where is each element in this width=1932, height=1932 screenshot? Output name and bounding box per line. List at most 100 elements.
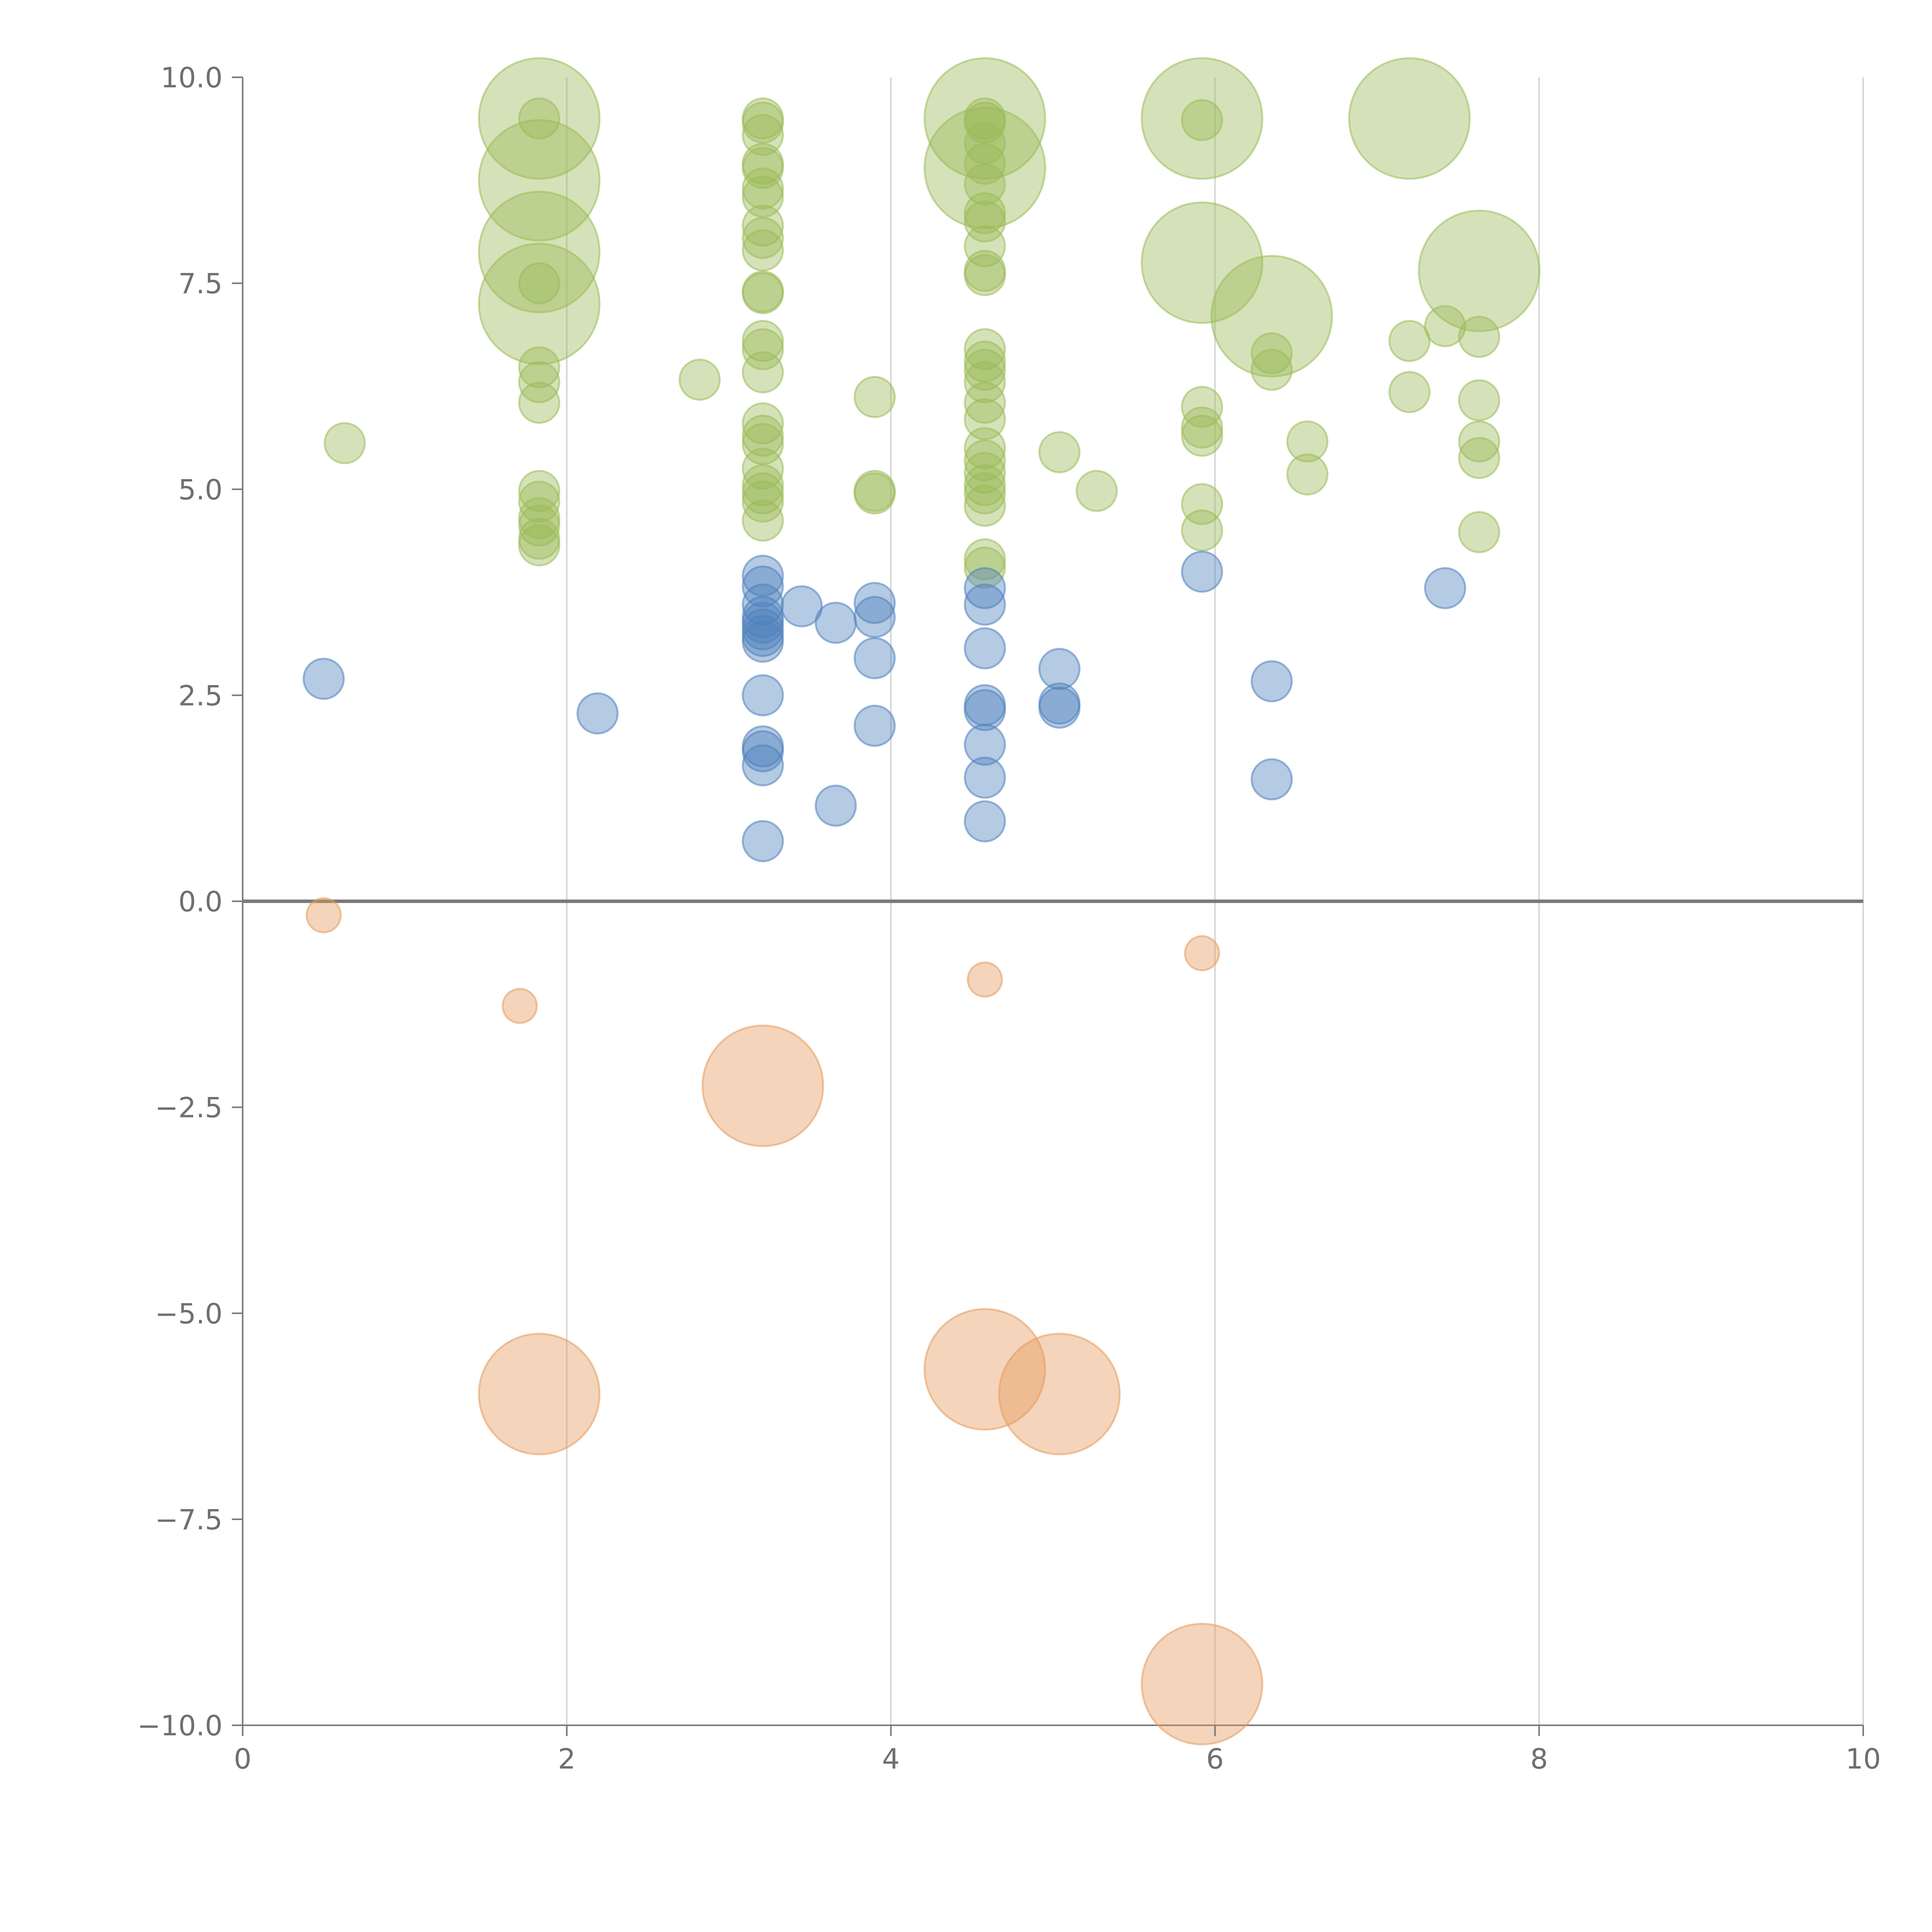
bubble-blue-35 bbox=[1250, 758, 1293, 801]
bubble-green-59 bbox=[964, 381, 1006, 424]
bubble-green-89 bbox=[1458, 316, 1500, 358]
bubble-green-77 bbox=[1181, 483, 1223, 526]
y-tick-label: −10.0 bbox=[137, 1709, 223, 1742]
bubble-green-34 bbox=[742, 423, 784, 465]
bubble-green-26 bbox=[742, 229, 784, 272]
bubble-green-84 bbox=[1348, 57, 1471, 180]
x-tick-label: 6 bbox=[1206, 1743, 1224, 1775]
y-tick-label: 0.0 bbox=[178, 886, 223, 918]
bubble-blue-34 bbox=[1250, 660, 1293, 702]
x-tick-label: 2 bbox=[558, 1743, 576, 1775]
bubble-green-92 bbox=[1458, 437, 1500, 479]
bubble-green-25 bbox=[742, 217, 784, 259]
bubble-green-11 bbox=[518, 480, 561, 523]
bubble-green-71 bbox=[1141, 57, 1264, 180]
bubble-orange-8 bbox=[1141, 1622, 1264, 1745]
bubble-blue-10 bbox=[742, 674, 784, 716]
bubble-blue-12 bbox=[742, 730, 784, 772]
bubble-blue-18 bbox=[854, 582, 896, 624]
bubble-green-76 bbox=[1181, 415, 1223, 457]
bubble-green-2 bbox=[518, 97, 561, 140]
bubble-green-90 bbox=[1458, 379, 1500, 422]
bubble-blue-14 bbox=[742, 820, 784, 862]
bubble-green-4 bbox=[478, 190, 601, 313]
bubble-green-3 bbox=[478, 119, 601, 242]
bubble-blue-13 bbox=[742, 744, 784, 787]
bubble-orange-6 bbox=[998, 1333, 1121, 1456]
bubble-green-44 bbox=[923, 107, 1046, 230]
bubble-green-69 bbox=[1038, 431, 1081, 473]
bubble-green-35 bbox=[742, 447, 784, 490]
bubble-blue-2 bbox=[742, 554, 784, 597]
bubble-blue-17 bbox=[815, 784, 857, 827]
bubble-green-31 bbox=[742, 351, 784, 393]
bubble-green-70 bbox=[1075, 470, 1118, 512]
bubble-green-19 bbox=[742, 114, 784, 156]
bubble-green-61 bbox=[964, 427, 1006, 469]
bubble-blue-9 bbox=[742, 621, 784, 663]
x-tick-label: 0 bbox=[234, 1743, 252, 1775]
bubble-orange-2 bbox=[478, 1333, 601, 1456]
bubble-blue-4 bbox=[742, 583, 784, 626]
bubble-green-49 bbox=[964, 163, 1006, 206]
bubble-green-18 bbox=[742, 101, 784, 144]
bubble-blue-22 bbox=[964, 567, 1006, 609]
x-tick-label: 10 bbox=[1845, 1743, 1881, 1775]
bubble-orange-3 bbox=[701, 1024, 824, 1147]
bubble-green-1 bbox=[478, 57, 601, 180]
y-tick-label: −2.5 bbox=[155, 1092, 223, 1124]
bubble-green-38 bbox=[742, 480, 784, 523]
bubble-blue-3 bbox=[742, 565, 784, 608]
y-tick-label: −5.0 bbox=[155, 1298, 223, 1330]
x-tick-label: 4 bbox=[882, 1743, 900, 1775]
y-tick-label: 5.0 bbox=[178, 473, 223, 506]
bubble-green-93 bbox=[1458, 511, 1500, 553]
bubble-green-91 bbox=[1458, 420, 1500, 463]
bubble-blue-29 bbox=[964, 800, 1006, 843]
bubble-green-28 bbox=[742, 272, 784, 315]
bubble-green-60 bbox=[964, 398, 1006, 440]
bubble-blue-23 bbox=[964, 583, 1006, 626]
bubble-green-7 bbox=[518, 346, 561, 389]
bubble-blue-26 bbox=[964, 689, 1006, 731]
bubble-blue-24 bbox=[964, 627, 1006, 670]
bubble-green-79 bbox=[1210, 255, 1333, 378]
bubble-green-83 bbox=[1286, 453, 1328, 496]
bubble-green-72 bbox=[1181, 99, 1223, 141]
bubble-green-51 bbox=[964, 200, 1006, 243]
bubble-blue-27 bbox=[964, 723, 1006, 766]
bubble-orange-4 bbox=[967, 961, 1003, 998]
bubble-green-0 bbox=[323, 422, 366, 464]
bubble-green-85 bbox=[1388, 320, 1431, 362]
bubble-green-40 bbox=[854, 376, 896, 418]
bubble-blue-36 bbox=[1424, 567, 1466, 609]
bubble-green-73 bbox=[1141, 201, 1264, 324]
bubble-blue-19 bbox=[854, 596, 896, 638]
bubble-green-24 bbox=[742, 204, 784, 247]
y-tick-label: −7.5 bbox=[155, 1503, 223, 1536]
bubble-green-86 bbox=[1388, 371, 1431, 413]
bubble-blue-33 bbox=[1181, 551, 1223, 593]
bubble-green-81 bbox=[1250, 349, 1293, 391]
bubbles bbox=[303, 57, 1541, 1745]
bubble-green-57 bbox=[964, 349, 1006, 391]
bubble-blue-15 bbox=[781, 585, 823, 628]
bubble-green-42 bbox=[854, 472, 896, 515]
y-tick-label: 7.5 bbox=[178, 267, 223, 300]
bubble-blue-20 bbox=[854, 637, 896, 679]
bubble-green-16 bbox=[679, 359, 721, 401]
tick-labels: 0 2 4 6 8 10 10.0 7.5 5.0 2.5 0.0 −2.5 −5.0 −7.5 −10.0 bbox=[137, 61, 1881, 1775]
bubble-green-23 bbox=[742, 175, 784, 218]
bubble-green-54 bbox=[964, 254, 1006, 296]
bubble-orange-5 bbox=[923, 1308, 1046, 1431]
bubble-blue-16 bbox=[815, 602, 857, 644]
bubble-green-43 bbox=[923, 57, 1046, 180]
bubble-green-9 bbox=[518, 381, 561, 424]
bubble-green-78 bbox=[1181, 509, 1223, 552]
bubble-green-62 bbox=[964, 439, 1006, 482]
bubble-green-15 bbox=[518, 524, 561, 566]
y-tick-label: 10.0 bbox=[161, 61, 223, 94]
bubble-orange-7 bbox=[1184, 935, 1220, 971]
bubble-green-6 bbox=[518, 262, 561, 304]
